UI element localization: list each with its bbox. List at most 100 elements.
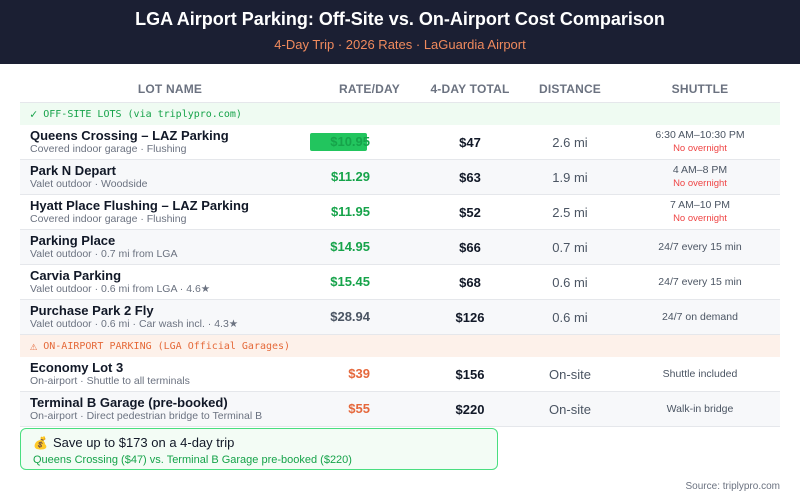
rate-cell: $15.45 — [320, 265, 420, 299]
shuttle-cell: 7 AM–10 PM No overnight — [620, 199, 780, 225]
header: LGA Airport Parking: Off-Site vs. On-Air… — [0, 0, 800, 64]
total-value: $47 — [459, 134, 481, 150]
table-row[interactable]: Parking Place Valet outdoor · 0.7 mi fro… — [20, 230, 780, 265]
shuttle-cell: 24/7 every 15 min — [620, 241, 780, 254]
lot-name: Park N Depart — [30, 163, 116, 178]
section-label: ON-AIRPORT PARKING (LGA Official Garages… — [43, 340, 291, 352]
rate-value: $11.29 — [330, 169, 370, 184]
rate-value: $11.95 — [330, 204, 370, 219]
total-value: $68 — [459, 274, 481, 290]
rate-cell: $11.95 — [320, 195, 420, 229]
lot-name: Terminal B Garage (pre-booked) — [30, 395, 228, 410]
column-header-lot-name: LOT NAME — [137, 82, 203, 96]
savings-detail: Queens Crossing ($47) vs. Terminal B Gar… — [33, 454, 352, 466]
rate-cell: $28.94 — [320, 300, 420, 334]
savings-callout: 💰 Save up to $173 on a 4-day trip Queens … — [20, 428, 498, 470]
table-row[interactable]: Park N Depart Valet outdoor · Woodside $… — [20, 160, 780, 195]
lot-name: Queens Crossing – LAZ Parking — [30, 128, 229, 143]
lot-description: On-airport · Direct pedestrian bridge to… — [30, 410, 263, 422]
rate-value: $28.94 — [330, 309, 370, 324]
rate-value: $15.45 — [330, 274, 370, 289]
lot-description: Valet outdoor · 0.6 mi from LGA · 4.6★ — [30, 283, 211, 295]
lot-name-cell: Terminal B Garage (pre-booked) On-airpor… — [20, 395, 320, 423]
rate-value: $14.95 — [330, 239, 370, 254]
rate-cell: $14.95 — [320, 230, 420, 264]
distance-value: 1.9 mi — [552, 169, 588, 185]
distance-value: 2.5 mi — [552, 204, 588, 220]
comparison-table: LOT NAME RATE/DAY 4-DAY TOTAL DISTANCE S… — [20, 76, 780, 427]
rate-cell: $39 — [320, 357, 420, 391]
lot-description: On-airport · Shuttle to all terminals — [30, 375, 190, 387]
shuttle-cell: 24/7 on demand — [620, 311, 780, 324]
distance-value: 0.6 mi — [552, 274, 588, 290]
shuttle-cell: 4 AM–8 PM No overnight — [620, 164, 780, 190]
shuttle-cell: 24/7 every 15 min — [620, 276, 780, 289]
lot-name-cell: Purchase Park 2 Fly Valet outdoor · 0.6 … — [20, 303, 320, 331]
warning-icon: ⚠ — [30, 339, 38, 353]
column-header-shuttle: SHUTTLE — [671, 82, 729, 96]
check-icon: ✓ — [30, 107, 38, 121]
shuttle-note: No overnight — [673, 143, 727, 154]
distance-value: 2.6 mi — [552, 134, 588, 150]
total-value: $156 — [455, 366, 485, 382]
distance-value: On-site — [549, 401, 591, 417]
page-title: LGA Airport Parking: Off-Site vs. On-Air… — [135, 9, 665, 29]
page-subtitle: 4-Day Trip · 2026 Rates · LaGuardia Airp… — [274, 37, 526, 52]
section-on-airport: ⚠ ON-AIRPORT PARKING (LGA Official Garag… — [20, 335, 780, 357]
shuttle-hours: Walk-in bridge — [666, 402, 734, 415]
savings-title: Save up to $173 on a 4-day trip — [52, 435, 235, 450]
total-value: $63 — [459, 169, 481, 185]
column-header-rate: RATE/DAY — [339, 82, 400, 96]
lot-name: Hyatt Place Flushing – LAZ Parking — [30, 198, 249, 213]
section-offsite-lots: ✓ OFF-SITE LOTS (via triplypro.com) — [20, 103, 780, 125]
lot-name-cell: Parking Place Valet outdoor · 0.7 mi fro… — [20, 233, 320, 261]
total-value: $66 — [459, 239, 481, 255]
lot-name: Parking Place — [30, 233, 116, 248]
table-row[interactable]: Hyatt Place Flushing – LAZ Parking Cover… — [20, 195, 780, 230]
table-header: LOT NAME RATE/DAY 4-DAY TOTAL DISTANCE S… — [20, 76, 780, 103]
total-value: $52 — [459, 204, 481, 220]
shuttle-hours: 24/7 on demand — [662, 310, 738, 323]
shuttle-cell: 6:30 AM–10:30 PM No overnight — [620, 129, 780, 155]
shuttle-note: No overnight — [673, 178, 727, 189]
table-row[interactable]: Queens Crossing – LAZ Parking Covered in… — [20, 125, 780, 160]
rate-cell: $10.95 — [310, 125, 420, 159]
total-value: $220 — [455, 401, 485, 417]
lot-name-cell: Park N Depart Valet outdoor · Woodside — [20, 163, 320, 191]
distance-value: On-site — [549, 366, 591, 382]
rate-value: $10.95 — [330, 134, 370, 149]
best-rate-highlight-bar — [310, 133, 367, 151]
shuttle-hours: 24/7 every 15 min — [658, 240, 742, 253]
table-row[interactable]: Economy Lot 3 On-airport · Shuttle to al… — [20, 357, 780, 392]
lot-description: Valet outdoor · 0.6 mi · Car wash incl. … — [30, 318, 239, 330]
rate-value: $55 — [348, 401, 370, 416]
section-label: OFF-SITE LOTS (via triplypro.com) — [43, 108, 242, 120]
distance-value: 0.7 mi — [552, 239, 588, 255]
total-value: $126 — [455, 309, 485, 325]
lot-name-cell: Hyatt Place Flushing – LAZ Parking Cover… — [20, 198, 320, 226]
lot-name: Economy Lot 3 — [30, 360, 124, 375]
rate-value: $39 — [348, 366, 370, 381]
table-row[interactable]: Terminal B Garage (pre-booked) On-airpor… — [20, 392, 780, 427]
shuttle-hours: 24/7 every 15 min — [658, 275, 742, 288]
lot-description: Valet outdoor · Woodside — [30, 178, 148, 190]
lot-description: Covered indoor garage · Flushing — [30, 213, 187, 225]
column-header-total: 4-DAY TOTAL — [430, 82, 510, 96]
lot-description: Covered indoor garage · Flushing — [30, 143, 187, 155]
savings-title-line: 💰 Save up to $173 on a 4-day trip — [33, 434, 485, 452]
money-bag-icon: 💰 — [33, 436, 48, 450]
column-header-distance: DISTANCE — [538, 82, 602, 96]
shuttle-hours: 7 AM–10 PM — [669, 199, 731, 211]
rate-cell: $11.29 — [320, 160, 420, 194]
lot-name-cell: Economy Lot 3 On-airport · Shuttle to al… — [20, 360, 320, 388]
table-row[interactable]: Carvia Parking Valet outdoor · 0.6 mi fr… — [20, 265, 780, 300]
shuttle-hours: 4 AM–8 PM — [672, 164, 728, 176]
lot-name-cell: Carvia Parking Valet outdoor · 0.6 mi fr… — [20, 268, 320, 296]
distance-value: 0.6 mi — [552, 309, 588, 325]
shuttle-hours: Shuttle included — [662, 367, 738, 380]
shuttle-cell: Shuttle included — [620, 368, 780, 381]
lot-description: Valet outdoor · 0.7 mi from LGA — [30, 248, 178, 260]
shuttle-note: No overnight — [673, 213, 727, 224]
table-row[interactable]: Purchase Park 2 Fly Valet outdoor · 0.6 … — [20, 300, 780, 335]
lot-name: Carvia Parking — [30, 268, 122, 283]
